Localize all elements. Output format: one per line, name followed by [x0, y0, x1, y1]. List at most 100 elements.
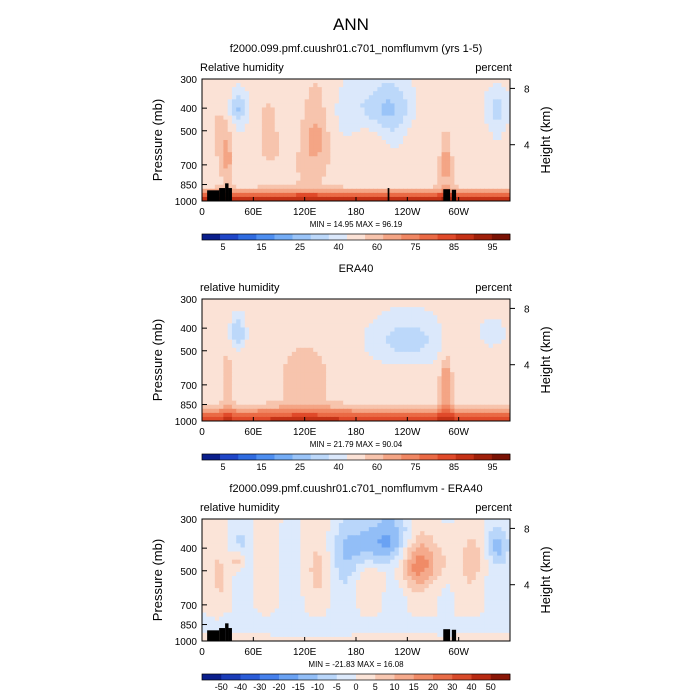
- field-cell: [266, 123, 272, 129]
- field-cell: [390, 531, 396, 536]
- field-cell: [415, 335, 421, 341]
- field-cell: [381, 107, 387, 113]
- field-cell: [219, 135, 224, 141]
- field-cell: [214, 547, 220, 553]
- field-cell: [356, 164, 361, 170]
- field-cell: [428, 388, 434, 394]
- field-cell: [274, 392, 280, 398]
- field-cell: [467, 160, 473, 165]
- field-cell: [210, 111, 216, 117]
- field-cell: [338, 319, 344, 324]
- field-cell: [471, 343, 477, 349]
- field-cell: [403, 140, 408, 145]
- field-cell: [287, 376, 293, 381]
- field-cell: [279, 396, 284, 402]
- field-cell: [240, 372, 246, 377]
- field-cell: [480, 360, 485, 365]
- field-cell: [458, 335, 464, 341]
- field-cell: [415, 343, 421, 349]
- field-cell: [231, 148, 237, 153]
- field-cell: [210, 355, 216, 361]
- field-cell: [360, 531, 366, 536]
- field-cell: [330, 135, 336, 141]
- field-cell: [231, 135, 237, 141]
- field-cell: [505, 131, 510, 137]
- field-cell: [415, 396, 421, 402]
- field-cell: [261, 176, 267, 182]
- field-cell: [347, 376, 353, 381]
- field-cell: [236, 351, 242, 357]
- field-cell: [206, 400, 212, 406]
- field-cell: [274, 303, 280, 308]
- field-cell: [501, 539, 507, 544]
- field-cell: [334, 103, 340, 109]
- field-cell: [360, 152, 366, 157]
- field-cell: [467, 156, 473, 161]
- field-cell: [261, 535, 267, 540]
- field-cell: [326, 392, 331, 398]
- field-cell: [206, 160, 212, 165]
- field-cell: [296, 408, 301, 414]
- field-cell: [351, 400, 357, 406]
- field-cell: [330, 523, 336, 528]
- field-cell: [467, 323, 473, 329]
- field-cell: [330, 152, 336, 157]
- field-cell: [480, 307, 485, 312]
- field-cell: [462, 364, 468, 369]
- field-cell: [497, 319, 503, 324]
- field-cell: [257, 127, 263, 133]
- field-cell: [385, 168, 391, 174]
- field-cell: [505, 539, 510, 544]
- field-cell: [407, 343, 413, 349]
- field-cell: [458, 412, 464, 418]
- field-cell: [467, 523, 473, 528]
- field-cell: [231, 376, 237, 381]
- field-cell: [244, 152, 250, 157]
- field-cell: [330, 368, 336, 373]
- field-cell: [433, 303, 438, 308]
- field-cell: [356, 323, 361, 329]
- field-cell: [381, 83, 387, 88]
- field-cell: [326, 168, 331, 174]
- field-cell: [253, 343, 259, 349]
- field-cell: [403, 368, 408, 373]
- field-cell: [266, 111, 272, 117]
- field-cell: [497, 140, 503, 145]
- field-cell: [253, 327, 259, 333]
- field-cell: [471, 323, 477, 329]
- field-cell: [274, 180, 280, 186]
- field-cell: [407, 131, 413, 137]
- field-cell: [475, 299, 481, 304]
- field-cell: [467, 95, 473, 100]
- field-cell: [390, 368, 396, 373]
- field-cell: [249, 103, 254, 109]
- field-cell: [441, 148, 447, 153]
- field-cell: [244, 315, 250, 320]
- field-cell: [236, 547, 242, 553]
- field-cell: [394, 396, 400, 402]
- colorbar-swatch: [365, 234, 384, 240]
- field-cell: [274, 343, 280, 349]
- field-cell: [428, 416, 434, 421]
- field-cell: [492, 131, 498, 137]
- field-cell: [236, 315, 242, 320]
- field-cell: [334, 168, 340, 174]
- field-cell: [249, 172, 254, 178]
- field-cell: [394, 360, 400, 365]
- field-cell: [291, 107, 297, 113]
- field-cell: [424, 307, 430, 312]
- field-cell: [308, 188, 314, 194]
- field-cell: [227, 372, 233, 377]
- field-cell: [458, 416, 464, 421]
- field-cell: [266, 323, 272, 329]
- field-cell: [283, 140, 289, 145]
- field-cell: [210, 388, 216, 394]
- field-cell: [364, 323, 370, 329]
- field-cell: [227, 539, 233, 544]
- field-cell: [373, 388, 378, 394]
- field-cell: [484, 91, 490, 96]
- field-cell: [308, 91, 314, 96]
- field-cell: [488, 168, 494, 174]
- field-cell: [283, 408, 289, 414]
- field-cell: [488, 119, 494, 125]
